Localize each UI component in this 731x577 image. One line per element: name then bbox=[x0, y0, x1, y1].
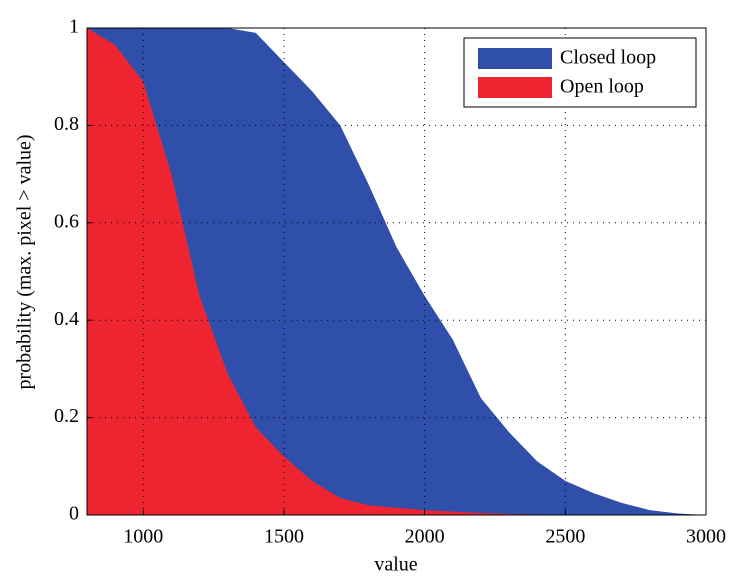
legend-swatch bbox=[478, 77, 552, 98]
y-tick-label: 0.8 bbox=[54, 113, 79, 135]
x-tick-label: 1500 bbox=[264, 526, 304, 548]
y-tick-label: 0 bbox=[69, 503, 79, 525]
x-axis-label: value bbox=[374, 554, 417, 576]
y-tick-label: 0.2 bbox=[54, 405, 79, 427]
y-tick-label: 1 bbox=[69, 16, 79, 38]
x-tick-label: 2500 bbox=[545, 526, 585, 548]
plot-frame bbox=[86, 27, 707, 516]
legend-label: Closed loop bbox=[560, 47, 656, 69]
x-tick-label: 1000 bbox=[123, 526, 163, 548]
area bbox=[87, 28, 706, 515]
area bbox=[87, 28, 706, 515]
x-tick-label: 3000 bbox=[686, 526, 726, 548]
y-axis-label: probability (max. pixel > value) bbox=[14, 134, 36, 389]
y-tick-label: 0.4 bbox=[54, 308, 79, 330]
legend-label: Open loop bbox=[560, 76, 644, 98]
y-tick-label: 0.6 bbox=[54, 210, 79, 232]
legend-swatch bbox=[478, 48, 552, 69]
x-tick-label: 2000 bbox=[405, 526, 445, 548]
